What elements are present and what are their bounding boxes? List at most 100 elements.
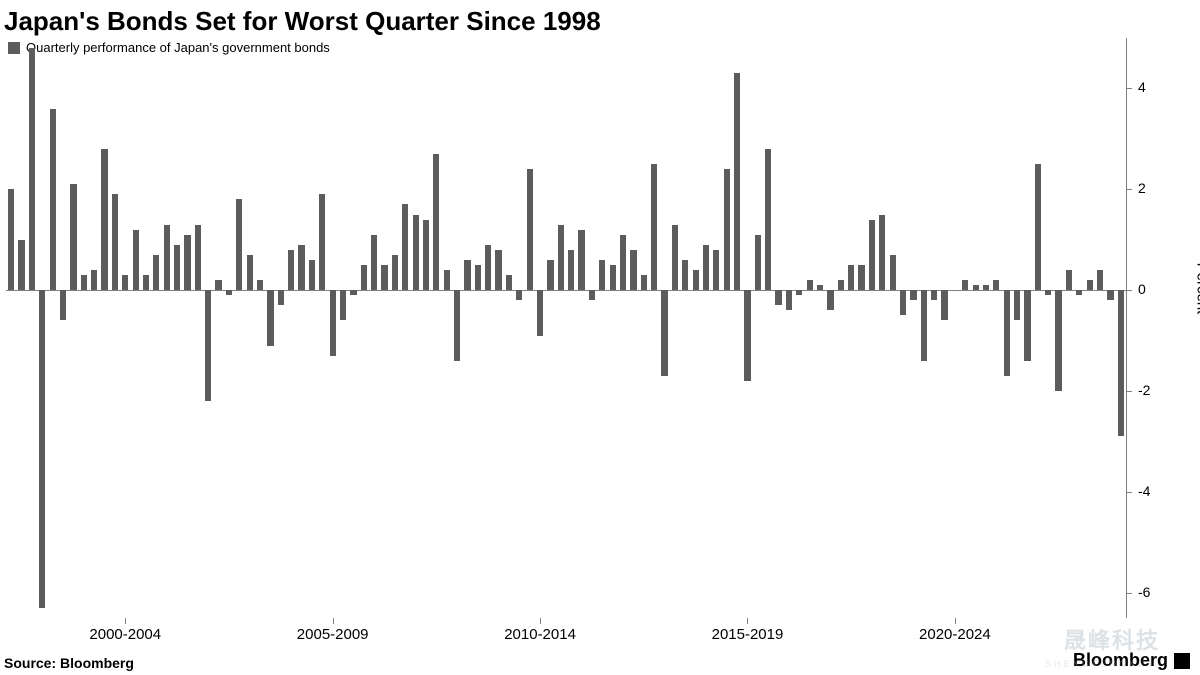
bar bbox=[350, 290, 356, 295]
bar bbox=[18, 240, 24, 290]
bar bbox=[589, 290, 595, 300]
y-tick bbox=[1126, 391, 1132, 392]
bar bbox=[537, 290, 543, 335]
x-tick-label: 2015-2019 bbox=[712, 626, 784, 643]
brand-icon bbox=[1174, 653, 1190, 669]
y-tick bbox=[1126, 290, 1132, 291]
bar bbox=[755, 235, 761, 290]
bar bbox=[143, 275, 149, 290]
bar bbox=[672, 225, 678, 291]
y-tick bbox=[1126, 593, 1132, 594]
brand-label: Bloomberg bbox=[1073, 650, 1190, 671]
bar bbox=[1014, 290, 1020, 320]
bar bbox=[630, 250, 636, 290]
bar bbox=[506, 275, 512, 290]
bar bbox=[973, 285, 979, 290]
bar bbox=[215, 280, 221, 290]
bar bbox=[1118, 290, 1124, 436]
zero-line bbox=[6, 290, 1126, 291]
chart-frame: Japan's Bonds Set for Worst Quarter Sinc… bbox=[0, 0, 1200, 675]
bar bbox=[174, 245, 180, 290]
bar bbox=[50, 109, 56, 291]
bar bbox=[402, 204, 408, 290]
bar bbox=[558, 225, 564, 291]
bar bbox=[786, 290, 792, 310]
bar bbox=[101, 149, 107, 290]
bar bbox=[713, 250, 719, 290]
bar bbox=[444, 270, 450, 290]
bar bbox=[164, 225, 170, 291]
bar bbox=[610, 265, 616, 290]
x-tick bbox=[125, 618, 126, 624]
bar bbox=[330, 290, 336, 356]
bar bbox=[361, 265, 367, 290]
bar bbox=[122, 275, 128, 290]
bar bbox=[962, 280, 968, 290]
bar bbox=[423, 220, 429, 291]
bar bbox=[433, 154, 439, 290]
y-tick-label: 4 bbox=[1138, 79, 1146, 95]
bar bbox=[765, 149, 771, 290]
bar bbox=[703, 245, 709, 290]
bar bbox=[278, 290, 284, 305]
bar bbox=[454, 290, 460, 361]
source-text: Source: Bloomberg bbox=[4, 655, 134, 671]
bar bbox=[371, 235, 377, 290]
bar bbox=[869, 220, 875, 291]
bar bbox=[1024, 290, 1030, 361]
bar bbox=[838, 280, 844, 290]
chart-title: Japan's Bonds Set for Worst Quarter Sinc… bbox=[4, 6, 601, 37]
bar bbox=[236, 199, 242, 290]
bar bbox=[1055, 290, 1061, 391]
bar bbox=[547, 260, 553, 290]
bar bbox=[744, 290, 750, 381]
bar bbox=[112, 194, 118, 290]
bar bbox=[133, 230, 139, 291]
bar bbox=[775, 290, 781, 305]
x-tick-label: 2010-2014 bbox=[504, 626, 576, 643]
y-axis-title: Percent bbox=[1193, 263, 1200, 315]
bar bbox=[827, 290, 833, 310]
y-axis-line bbox=[1126, 38, 1127, 618]
y-tick-label: -2 bbox=[1138, 382, 1150, 398]
bar bbox=[527, 169, 533, 290]
bar bbox=[1035, 164, 1041, 290]
bar bbox=[921, 290, 927, 361]
bar bbox=[599, 260, 605, 290]
bar bbox=[1087, 280, 1093, 290]
bar bbox=[195, 225, 201, 291]
bar bbox=[485, 245, 491, 290]
bar bbox=[661, 290, 667, 376]
bar bbox=[807, 280, 813, 290]
bar bbox=[298, 245, 304, 290]
x-tick bbox=[955, 618, 956, 624]
bar bbox=[1076, 290, 1082, 295]
bar bbox=[516, 290, 522, 300]
y-tick-label: -6 bbox=[1138, 584, 1150, 600]
y-tick-label: 2 bbox=[1138, 180, 1146, 196]
x-tick bbox=[540, 618, 541, 624]
bar bbox=[734, 73, 740, 290]
bar bbox=[910, 290, 916, 300]
bar bbox=[931, 290, 937, 300]
bar bbox=[8, 189, 14, 290]
y-tick bbox=[1126, 88, 1132, 89]
bar bbox=[60, 290, 66, 320]
bar bbox=[29, 48, 35, 290]
y-tick bbox=[1126, 189, 1132, 190]
plot-area: -6-4-20242000-20042005-20092010-20142015… bbox=[6, 38, 1126, 618]
bar bbox=[858, 265, 864, 290]
bar bbox=[879, 215, 885, 291]
bar bbox=[1004, 290, 1010, 376]
x-tick bbox=[333, 618, 334, 624]
bar bbox=[620, 235, 626, 290]
bar bbox=[578, 230, 584, 291]
bar bbox=[641, 275, 647, 290]
bar bbox=[796, 290, 802, 295]
bar bbox=[205, 290, 211, 401]
brand-text: Bloomberg bbox=[1073, 650, 1168, 671]
x-tick-label: 2000-2004 bbox=[89, 626, 161, 643]
bar bbox=[464, 260, 470, 290]
y-tick-label: -4 bbox=[1138, 483, 1150, 499]
bar bbox=[495, 250, 501, 290]
